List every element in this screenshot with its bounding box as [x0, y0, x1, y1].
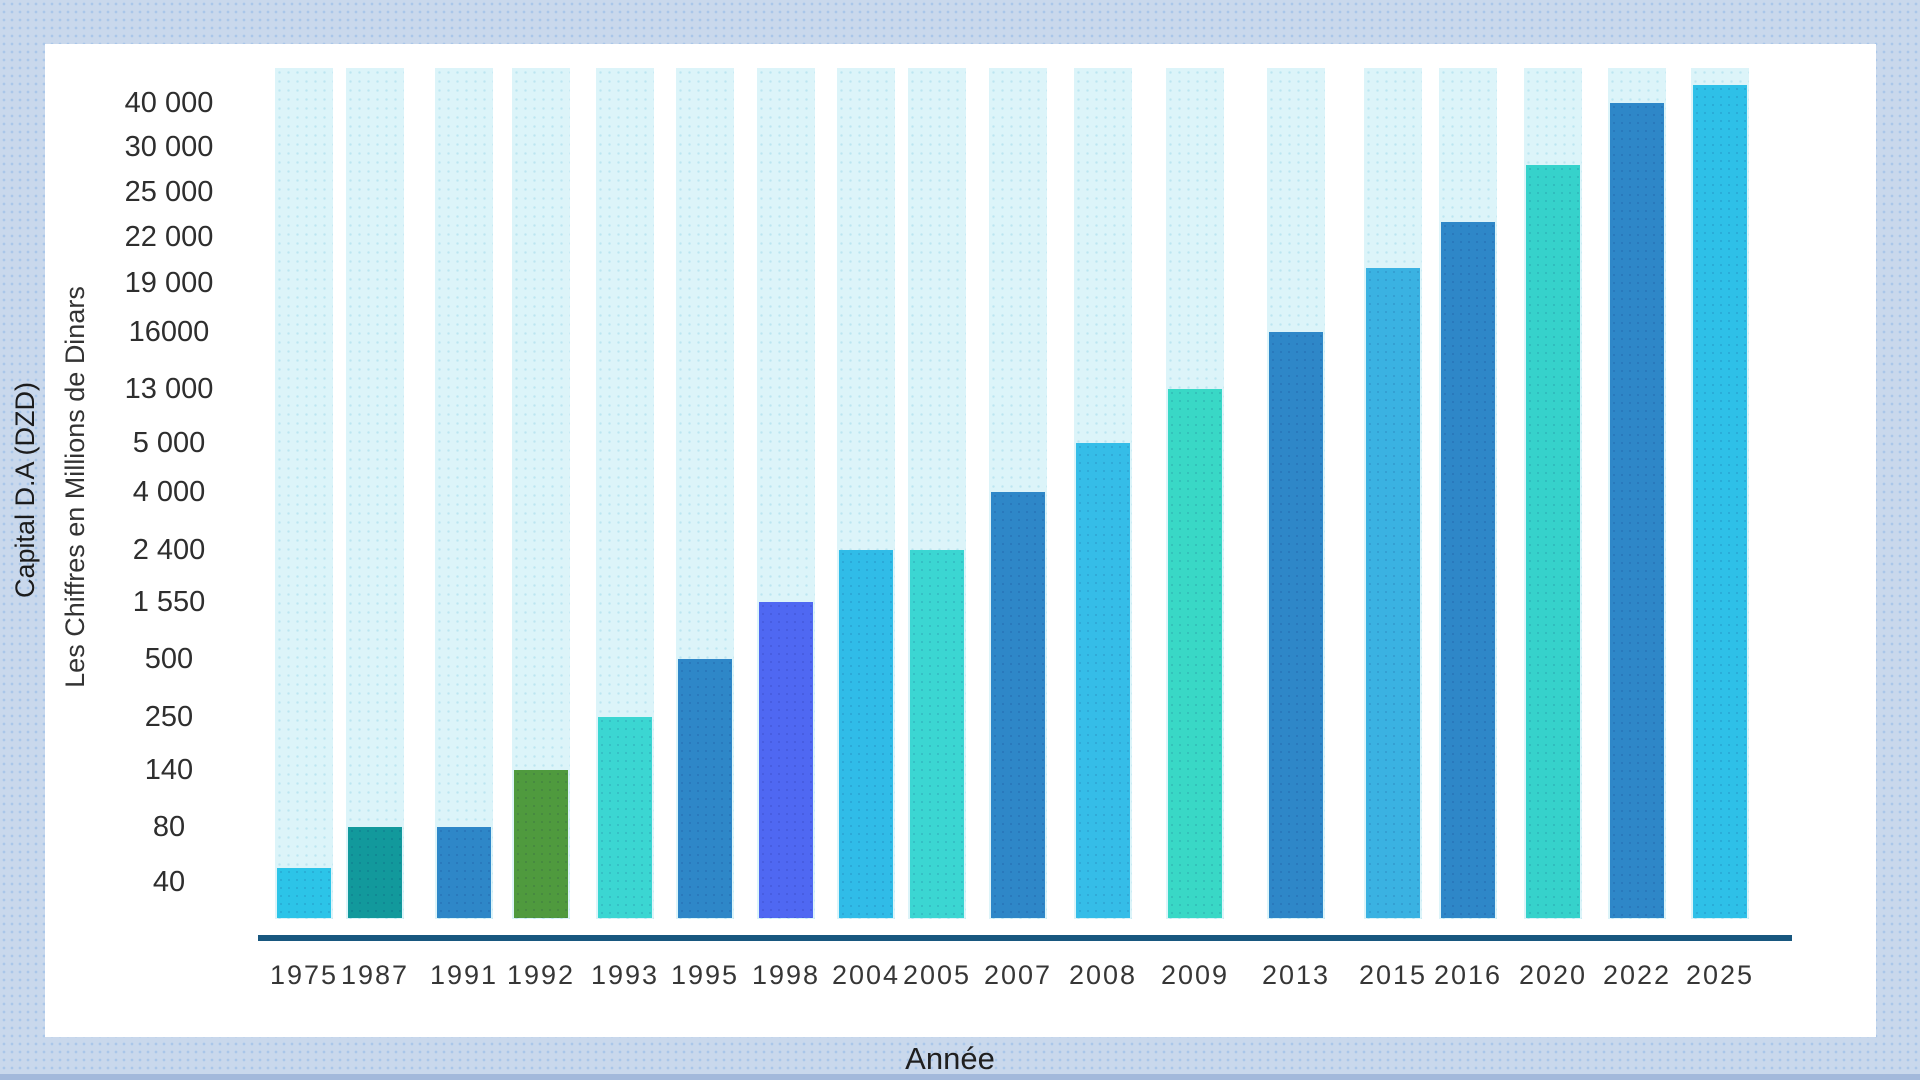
x-axis-tick-label: 2016	[1433, 960, 1503, 990]
bar-track	[346, 68, 404, 919]
x-axis-line	[258, 935, 1792, 941]
window-bottom-edge	[0, 1074, 1920, 1080]
y-axis-tick-label: 1 550	[132, 586, 206, 618]
y-axis-tick-label: 140	[144, 754, 194, 786]
x-axis-tick-label: 1987	[340, 960, 410, 990]
y-axis-tick-label: 40	[152, 866, 186, 898]
y-axis-tick-label: 5 000	[132, 427, 206, 459]
x-axis-tick-label: 2007	[983, 960, 1053, 990]
y-axis-tick-label: 13 000	[124, 373, 214, 405]
bar-2015	[1366, 267, 1420, 918]
x-axis-tick-label: 2025	[1685, 960, 1755, 990]
bar-2025	[1693, 85, 1747, 918]
x-axis-tick-label: 1991	[429, 960, 499, 990]
x-axis-tick-label: 1992	[506, 960, 576, 990]
y-axis-title-capital: Capital D.A (DZD)	[10, 381, 40, 599]
x-axis-tick-label: 2022	[1602, 960, 1672, 990]
x-axis-tick-label: 2004	[831, 960, 901, 990]
x-axis-tick-label: 2009	[1160, 960, 1230, 990]
y-axis-tick-label: 19 000	[124, 267, 214, 299]
bar-track	[275, 68, 333, 919]
bar-2009	[1168, 389, 1222, 918]
y-axis-tick-label: 4 000	[132, 476, 206, 508]
bar-2007	[991, 492, 1045, 918]
x-axis-tick-label: 1993	[590, 960, 660, 990]
y-axis-tick-label: 2 400	[132, 534, 206, 566]
y-axis-tick-label: 40 000	[124, 87, 214, 119]
bar-2008	[1076, 443, 1130, 918]
x-axis-tick-label: 2013	[1261, 960, 1331, 990]
bar-2016	[1441, 222, 1495, 918]
x-axis-tick-label: 2020	[1518, 960, 1588, 990]
y-axis-tick-label: 80	[152, 811, 186, 843]
y-axis-tick-label: 500	[144, 643, 194, 675]
bar-2013	[1269, 332, 1323, 918]
x-axis-title: Année	[905, 1041, 995, 1076]
y-axis-tick-label: 250	[144, 701, 194, 733]
x-axis-tick-label: 1998	[751, 960, 821, 990]
bar-2005	[910, 550, 964, 918]
bar-1993	[598, 717, 652, 918]
bar-track	[435, 68, 493, 919]
bar-2022	[1610, 103, 1664, 918]
bar-2020	[1526, 165, 1580, 918]
x-axis-tick-label: 2015	[1358, 960, 1428, 990]
x-axis-tick-label: 1995	[670, 960, 740, 990]
bar-1995	[678, 659, 732, 918]
y-axis-tick-label: 25 000	[124, 176, 214, 208]
bar-1987	[348, 827, 402, 918]
bar-1991	[437, 827, 491, 918]
y-axis-tick-label: 30 000	[124, 131, 214, 163]
x-axis-tick-label: 2008	[1068, 960, 1138, 990]
y-axis-tick-label: 16000	[128, 316, 210, 348]
bar-2004	[839, 550, 893, 918]
x-axis-tick-label: 2005	[902, 960, 972, 990]
x-axis-tick-label: 1975	[269, 960, 339, 990]
bar-1975	[277, 868, 331, 918]
bar-1998	[759, 602, 813, 918]
bar-1992	[514, 770, 568, 918]
y-axis-tick-label: 22 000	[124, 221, 214, 253]
